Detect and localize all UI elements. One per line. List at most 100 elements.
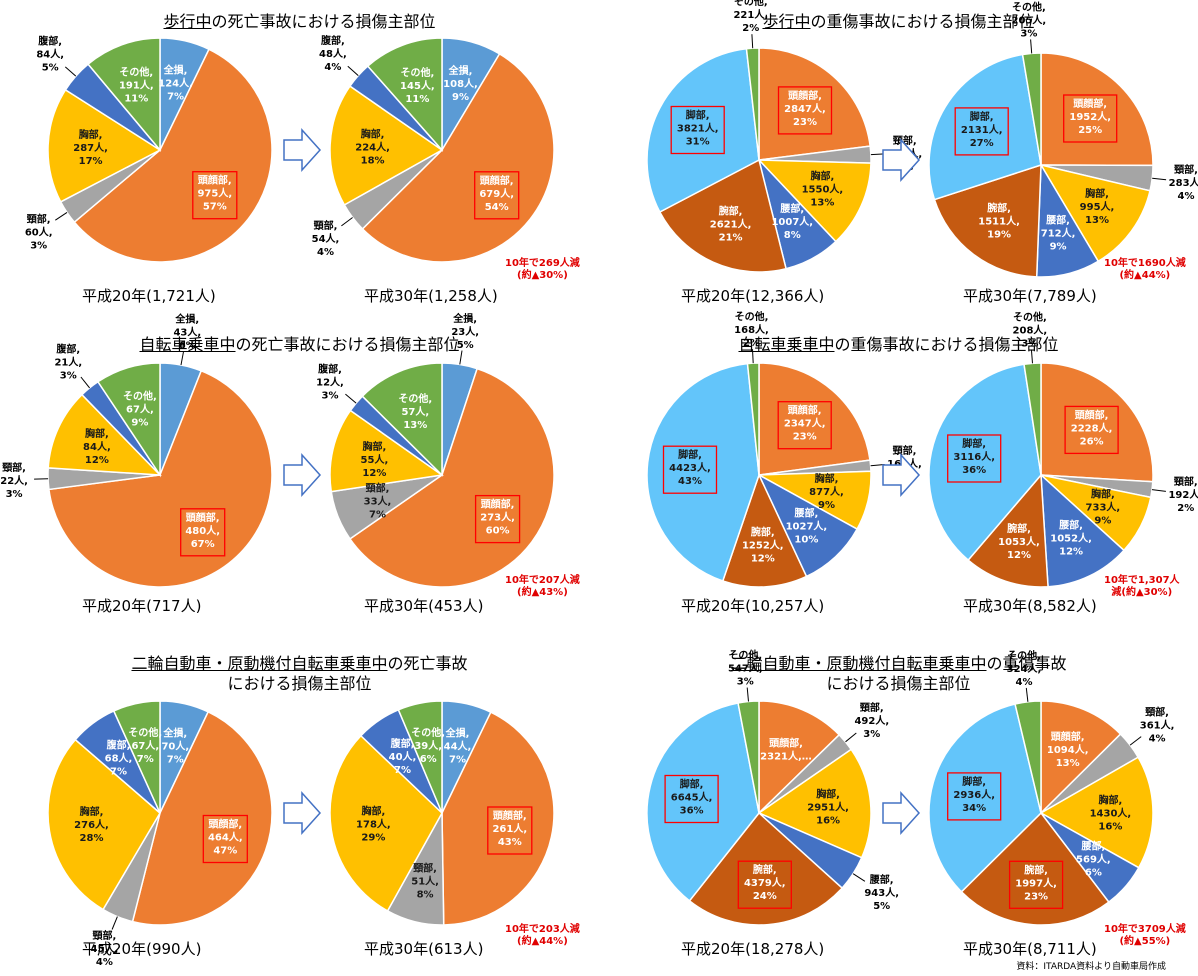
pie-chart-h20: 頭顔部,2347人,23%頸部,163人,2%胸部,877人,9%腰部,1027… [646, 310, 922, 588]
slice-label-chest: 胸部, 1430人, 16% [1090, 794, 1132, 833]
pie-caption-h30: 平成30年(8,582人) [963, 597, 1097, 615]
pie-slice-chest [757, 159, 872, 243]
slice-label-neck: 頸部, 22人, 3% [0, 461, 28, 500]
pie-slice-arm [658, 158, 787, 273]
pie-slice-chest [329, 85, 444, 206]
pie-slice-head [73, 48, 273, 263]
slice-label-chest: 胸部, 1550人, 13% [802, 169, 844, 208]
pie-caption-h20: 平成20年(990人) [82, 940, 202, 958]
pie-chart-h30: 全損, 44人, 7% 頭顔部, 261人, 43% 頸部, 51人, 8% 胸部, 178人, 29… [329, 700, 555, 926]
pie-slice-head [1040, 700, 1122, 815]
title-rest: の重傷事故における損傷主部位 [834, 335, 1059, 354]
leader-line [1030, 39, 1033, 54]
slice-label-head: 頭顔部, 261人, 43% [492, 809, 527, 848]
slice-label-head: 頭顔部, 2347人, 23% [784, 404, 826, 443]
slice-label-other: その他, 168人, 2% [734, 310, 769, 349]
pie-slice-other [397, 700, 443, 814]
pie-slice-leg [646, 362, 760, 582]
slice-label-chest: 胸部, 224人, 18% [355, 128, 390, 167]
slice-label-arm: 腕部, 1997人, 23% [1015, 863, 1057, 902]
pie-canvas: 頭顔部,2347人,23%頸部,163人,2%胸部,877人,9%腰部,1027… [646, 310, 1198, 588]
pie-slice-leg [928, 363, 1042, 562]
pie-chart-h20: 全損, 43人, 6% 頭顔部, 480人, 67% 頸部, 22人, 3% 胸部, 84人, 12%… [0, 313, 273, 588]
slice-label-abdomen: 腹部, 48人, 4% [319, 34, 347, 73]
slice-label-head: 頭顔部, 2321人,… [760, 737, 812, 763]
slice-label-chest: 胸部, 287人, 17% [73, 128, 108, 167]
highlight-box [662, 445, 718, 494]
slice-label-whole: 全損, 44人, 7% [444, 726, 472, 765]
pie-slice-other [366, 37, 443, 152]
slice-label-neck: 頸部, 45人, 4% [91, 929, 119, 968]
title-rest: の重傷事故における損傷主部位 [810, 12, 1035, 31]
pie-slice-other [112, 700, 161, 814]
pie-slice-arm [721, 472, 808, 588]
panel-title: 二輪自動車・原動機付自転車乗車中の重傷事故 における損傷主部位 [599, 654, 1198, 694]
pie-caption-h20: 平成20年(1,721人) [82, 287, 216, 305]
slice-label-lumbar: 腰部, 569人, 6% [1076, 840, 1111, 879]
slice-label-head: 頭顔部, 480人, 67% [185, 511, 220, 550]
pie-slice-other [96, 362, 161, 478]
pie-slice-other [87, 37, 161, 153]
pie-slice-leg [928, 53, 1042, 201]
arrow-right-icon [283, 453, 322, 497]
pie-canvas: 全損, 124人, 7% 頭顔部, 975人, 57% 頸部, 60人, 3% 胸部, 287人, 1… [25, 34, 555, 263]
pie-slice-head [441, 711, 555, 926]
slice-label-other: その他, 39人, 6% [411, 726, 445, 765]
pie-slice-head [758, 700, 841, 815]
arrow-right-icon [283, 128, 322, 172]
leader-line [459, 350, 463, 365]
pie-canvas: 全損, 43人, 6% 頭顔部, 480人, 67% 頸部, 22人, 3% 胸部, 84人, 12%… [0, 312, 555, 588]
highlight-box [777, 401, 832, 450]
title-subject: 自転車乗車中 [738, 335, 835, 354]
slice-label-neck: 頸部,192人,2% [1168, 475, 1198, 514]
slice-label-whole: 全損, 70人, 7% [161, 726, 189, 765]
pie-canvas: 頭顔部, 2321人,… 頸部, 492人, 3% 胸部, 2951人, 16% 腰部, 943人… [646, 649, 1175, 926]
highlight-box [474, 171, 520, 220]
panel-title: 歩行中の重傷事故における損傷主部位 [599, 12, 1198, 32]
slice-label-other: その他, 57人, 13% [398, 392, 432, 431]
pie-caption-h20: 平成20年(12,366人) [681, 287, 825, 305]
pie-caption-h30: 平成30年(613人) [364, 940, 484, 958]
pie-caption-h30: 平成30年(8,711人) [963, 940, 1097, 958]
slice-label-neck: 頸部, 54人, 4% [312, 219, 340, 258]
highlight-box [954, 107, 1009, 156]
highlight-box [947, 434, 1002, 483]
pie-slice-arm [688, 811, 844, 926]
slice-label-chest: 胸部, 276人, 28% [74, 805, 109, 844]
pie-chart-h30: 頭顔部,2228人,26% 頸部,192人,2% 胸部,733人,9%腰部,1052… [928, 310, 1198, 588]
slice-label-arm: 腕部, 1252人, 12% [742, 525, 784, 564]
pie-caption-h20: 平成20年(18,278人) [681, 940, 825, 958]
panel-title: 自転車乗車中の死亡事故における損傷主部位 [0, 335, 599, 355]
slice-label-whole: 全損, 124人, 7% [158, 63, 193, 102]
title-rest: の死亡事故 [387, 654, 468, 673]
pie-slice-other [746, 362, 760, 476]
slice-label-neck: 頸部, 60人, 3% [25, 212, 53, 251]
slice-label-other: その他, 208人, 3% [1013, 310, 1048, 349]
title-subject: 歩行中 [762, 12, 811, 31]
slice-label-neck: 頸部, 361人, 4% [1140, 706, 1175, 745]
leader-line [752, 349, 754, 364]
pie-slice-lumbar [1040, 473, 1125, 588]
pie-caption-h30: 平成30年(7,789人) [963, 287, 1097, 305]
pie-slice-head [361, 52, 555, 263]
leader-line [1129, 736, 1142, 746]
arrow-right-icon [882, 453, 921, 497]
slice-label-leg: 脚部, 4423人, 43% [669, 448, 711, 487]
leader-line [1030, 349, 1033, 364]
pie-chart-h20: 頭顔部,2847人,23%頸部,299人,2%胸部,1550人,13%腰部,10… [646, 0, 922, 273]
slice-label-other: その他, 221人, 2% [733, 0, 768, 34]
slice-label-other: その他, 205人, 3% [1012, 1, 1047, 40]
pie-caption-h30: 平成30年(453人) [364, 597, 484, 615]
slice-label-other: その他, 67人, 7% [128, 726, 162, 765]
pie-slice-arm [960, 811, 1110, 926]
slice-label-arm: 腕部, 1053人, 12% [998, 522, 1040, 561]
pie-slice-arm [933, 163, 1042, 278]
pie-slice-chest [1039, 756, 1154, 869]
highlight-box [474, 494, 521, 544]
highlight-box [487, 806, 533, 855]
title-line2: における損傷主部位 [826, 674, 971, 693]
pie-slice-other [361, 362, 443, 477]
title-line2: における損傷主部位 [227, 674, 372, 693]
slice-label-neck: 頸部, 51人, 8% [411, 861, 439, 900]
pie-slice-chest [1039, 163, 1151, 263]
